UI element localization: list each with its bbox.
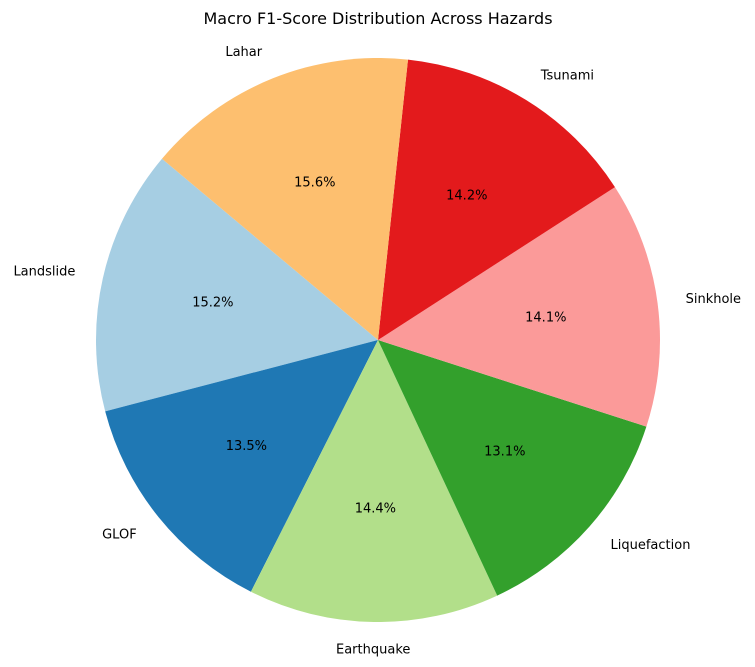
- chart-title: Macro F1-Score Distribution Across Hazar…: [203, 9, 552, 28]
- percent-label-glof: 13.5%: [226, 439, 267, 454]
- category-label-sinkhole: Sinkhole: [686, 292, 741, 307]
- percent-labels: 15.2% 13.5% 14.4% 13.1% 14.1% 14.2% 15.6%: [192, 176, 566, 517]
- pie-slices: [96, 58, 661, 623]
- slice-glof: [105, 340, 378, 592]
- category-label-liquefaction: Liquefaction: [611, 538, 691, 553]
- slice-lahar: [161, 58, 408, 340]
- slice-liquefaction: [378, 340, 647, 596]
- slice-earthquake: [250, 340, 498, 623]
- category-label-tsunami: Tsunami: [540, 68, 594, 83]
- percent-label-tsunami: 14.2%: [446, 188, 487, 203]
- percent-label-landslide: 15.2%: [192, 295, 233, 310]
- slice-landslide: [96, 158, 378, 412]
- slice-tsunami: [378, 59, 615, 340]
- percent-label-sinkhole: 14.1%: [525, 311, 566, 326]
- percent-label-liquefaction: 13.1%: [484, 445, 525, 460]
- category-label-landslide: Landslide: [13, 265, 75, 280]
- percent-label-earthquake: 14.4%: [355, 502, 396, 517]
- category-labels: Landslide GLOF Earthquake Liquefaction Sinkh…: [13, 45, 741, 658]
- percent-label-lahar: 15.6%: [294, 176, 335, 191]
- slice-sinkhole: [378, 187, 661, 427]
- category-label-lahar: Lahar: [225, 45, 262, 60]
- category-label-glof: GLOF: [102, 528, 137, 543]
- category-label-earthquake: Earthquake: [336, 643, 410, 658]
